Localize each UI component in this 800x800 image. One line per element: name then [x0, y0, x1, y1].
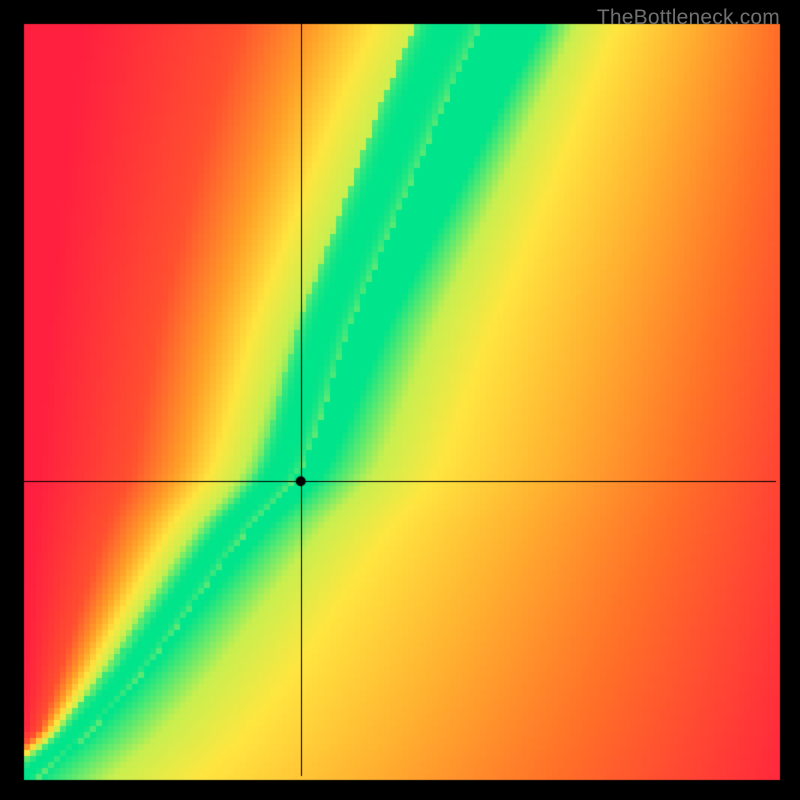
chart-container: TheBottleneck.com: [0, 0, 800, 800]
watermark-text: TheBottleneck.com: [597, 6, 780, 30]
bottleneck-heatmap: [0, 0, 800, 800]
